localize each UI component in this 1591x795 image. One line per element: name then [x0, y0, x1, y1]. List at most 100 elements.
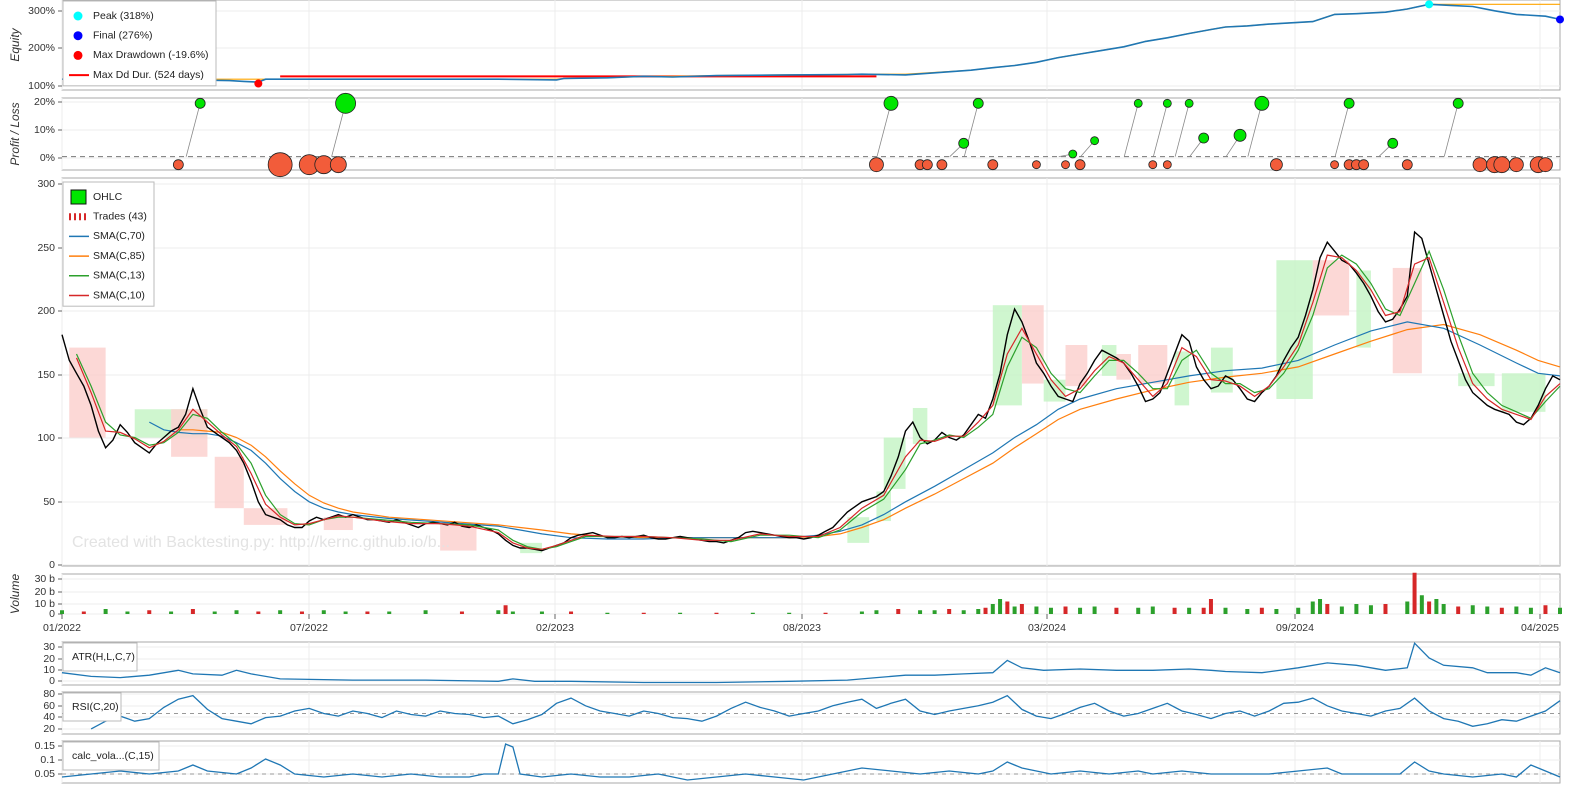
losing-trade-marker — [1538, 157, 1553, 173]
volatility-frame — [61, 740, 1561, 784]
trade-connector — [1334, 103, 1350, 157]
y-tick-label: 50 — [43, 496, 55, 508]
volume-bar — [1201, 607, 1206, 614]
volume-bar — [1274, 609, 1279, 614]
volume-bar — [1296, 607, 1301, 614]
volume-bar — [539, 611, 544, 614]
volatility-label: calc_vola...(C,15) — [72, 750, 154, 762]
sma10-line — [75, 254, 1561, 550]
winning-trade-marker — [1233, 128, 1247, 142]
trade-connector — [876, 103, 892, 157]
volume-bar — [321, 610, 326, 614]
losing-trade-marker — [172, 159, 184, 171]
volume-bar — [103, 609, 108, 614]
volume-bar — [1318, 599, 1323, 614]
y-axis-label: Profit / Loss — [8, 102, 22, 165]
volume-bar — [998, 599, 1003, 614]
volume-bar — [365, 611, 370, 614]
atr-label: ATR(H,L,C,7) — [72, 651, 135, 663]
y-tick-label: 300% — [28, 5, 55, 17]
volume-bar — [510, 611, 515, 614]
y-tick-label: 250 — [37, 242, 55, 254]
volume-bar — [1434, 599, 1439, 614]
watermark: Created with Backtesting.py: http://kern… — [72, 534, 450, 551]
losing-trade-box — [323, 517, 353, 531]
peak-marker — [1425, 0, 1434, 9]
volume-frame — [61, 573, 1561, 615]
losing-trade-marker — [1472, 157, 1488, 173]
x-tick-label: 01/2022 — [43, 622, 81, 634]
trade-connector — [1152, 103, 1168, 157]
volume-bar — [1470, 605, 1475, 614]
rsi-frame — [61, 691, 1561, 735]
volume-panel: 010 b20 b30 b Volume 01/2022 07/2022 02/2023… — [8, 572, 1562, 634]
volume-bar — [212, 611, 217, 614]
winning-trade-marker — [883, 95, 899, 111]
volume-bar — [190, 609, 195, 614]
losing-trade-box — [69, 347, 106, 438]
losing-trade-marker — [1269, 158, 1283, 172]
volume-bar — [896, 609, 901, 614]
trade-connector — [1247, 103, 1263, 157]
volume-bar — [714, 612, 719, 614]
y-tick-label: 0% — [40, 152, 55, 164]
sma13-line — [75, 249, 1561, 550]
equity-line — [62, 3, 1561, 83]
legend-ohlc-swatch — [70, 189, 87, 205]
volume-bar — [1456, 606, 1461, 614]
losing-trade-box — [1065, 345, 1088, 387]
legend-entry: SMA(C,13) — [93, 270, 145, 282]
volume-bar — [1048, 607, 1053, 614]
x-tick-label: 02/2023 — [536, 622, 574, 634]
atr-line — [61, 641, 1561, 684]
volume-bar — [1034, 606, 1039, 614]
volume-bar — [169, 611, 174, 614]
y-tick-label: 20% — [34, 96, 55, 108]
trade-connector — [1174, 103, 1190, 157]
volume-bar — [1368, 605, 1373, 614]
rsi-label: RSI(C,20) — [72, 701, 119, 713]
winning-trade-marker — [972, 97, 984, 109]
y-tick-label: 20 — [43, 653, 55, 665]
losing-trade-box — [243, 508, 288, 525]
volume-bar — [1528, 607, 1533, 614]
rsi-line — [90, 694, 1561, 730]
y-tick-label: 200% — [28, 42, 55, 54]
volume-bar — [1558, 607, 1562, 614]
volume-bar — [1427, 601, 1432, 614]
volume-bar — [1405, 601, 1410, 614]
volume-bar — [234, 610, 239, 614]
losing-trade-box — [1138, 345, 1168, 384]
y-tick-label: 10% — [34, 124, 55, 136]
y-tick-label: 100% — [28, 80, 55, 92]
volume-bar — [1419, 595, 1424, 614]
winning-trade-marker — [958, 137, 970, 149]
volume-bar — [874, 610, 879, 614]
losing-trade-marker — [1061, 160, 1070, 170]
y-tick-label: 100 — [37, 432, 55, 444]
volume-bar — [961, 610, 966, 614]
losing-trade-marker — [267, 152, 293, 178]
legend-entry: SMA(C,10) — [93, 289, 145, 301]
y-tick-label: 150 — [37, 369, 55, 381]
x-tick-label: 03/2024 — [1028, 622, 1066, 634]
volume-bar — [859, 611, 864, 614]
y-tick-label: 0 — [49, 675, 55, 687]
losing-trade-marker — [1330, 160, 1339, 170]
trade-connector — [1443, 103, 1459, 157]
winning-trade-marker — [1387, 137, 1399, 149]
winning-trade-box — [912, 407, 928, 444]
losing-trade-marker — [869, 157, 884, 173]
losing-trade-marker — [1032, 160, 1041, 170]
legend-box — [62, 0, 217, 87]
volume-bar — [1136, 607, 1141, 614]
losing-trade-box — [1392, 267, 1422, 374]
volume-bar — [1012, 606, 1017, 614]
volume-bar — [1208, 599, 1213, 614]
volume-bar — [750, 612, 755, 614]
x-tick-label: 08/2023 — [783, 622, 821, 634]
volume-bar — [1383, 604, 1388, 614]
volume-bar — [423, 610, 428, 614]
winning-trade-marker — [194, 97, 206, 109]
